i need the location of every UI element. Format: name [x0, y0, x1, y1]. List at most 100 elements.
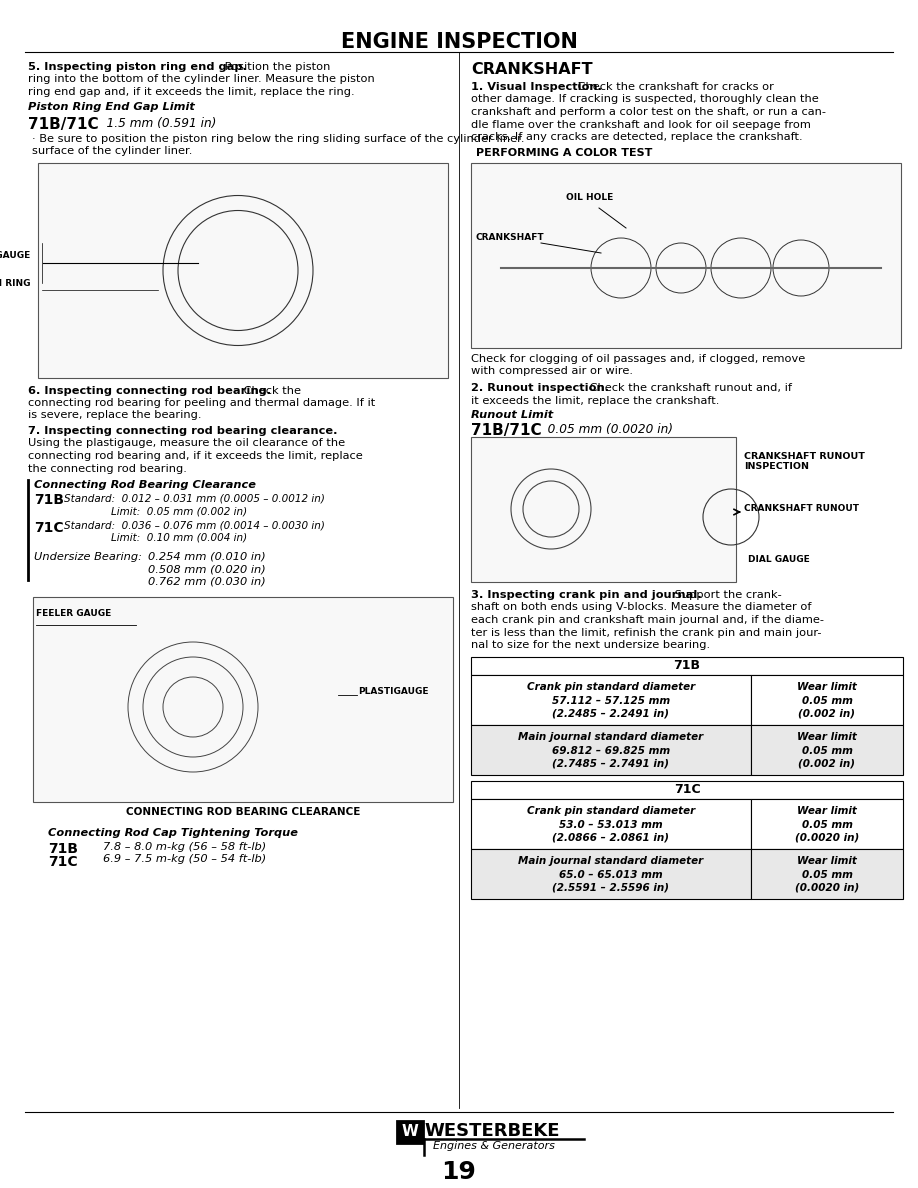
Text: nal to size for the next undersize bearing.: nal to size for the next undersize beari…: [471, 640, 711, 650]
Text: 0.254 mm (0.010 in): 0.254 mm (0.010 in): [148, 551, 265, 562]
Text: 71C: 71C: [34, 520, 63, 535]
Bar: [471, 848, 751, 898]
Text: 6. Inspecting connecting rod bearing.: 6. Inspecting connecting rod bearing.: [28, 385, 271, 396]
Text: · Be sure to position the piston ring below the ring sliding surface of the cyli: · Be sure to position the piston ring be…: [32, 133, 524, 144]
Text: Position the piston: Position the piston: [221, 62, 330, 72]
Text: ring end gap and, if it exceeds the limit, replace the ring.: ring end gap and, if it exceeds the limi…: [28, 87, 354, 97]
Text: Crank pin standard diameter: Crank pin standard diameter: [527, 807, 695, 816]
Text: 0.762 mm (0.030 in): 0.762 mm (0.030 in): [148, 576, 265, 587]
Text: surface of the cylinder liner.: surface of the cylinder liner.: [32, 146, 193, 156]
Text: CRANKSHAFT RUNOUT
INSPECTION: CRANKSHAFT RUNOUT INSPECTION: [744, 451, 865, 472]
Text: ring into the bottom of the cylinder liner. Measure the piston: ring into the bottom of the cylinder lin…: [28, 75, 375, 84]
Text: 0.05 mm: 0.05 mm: [801, 870, 853, 879]
Text: FEELER GAUGE: FEELER GAUGE: [36, 609, 111, 618]
Text: shaft on both ends using V-blocks. Measure the diameter of: shaft on both ends using V-blocks. Measu…: [471, 602, 812, 613]
Bar: [33, 598, 453, 802]
Text: Piston Ring End Gap Limit: Piston Ring End Gap Limit: [28, 102, 195, 113]
Bar: [471, 675, 751, 725]
Text: each crank pin and crankshaft main journal and, if the diame-: each crank pin and crankshaft main journ…: [471, 615, 824, 625]
Text: OIL HOLE: OIL HOLE: [566, 192, 613, 202]
Text: 0.05 mm: 0.05 mm: [801, 820, 853, 829]
Bar: [471, 781, 903, 798]
Text: CRANKSHAFT RUNOUT: CRANKSHAFT RUNOUT: [744, 504, 859, 513]
Text: PERFORMING A COLOR TEST: PERFORMING A COLOR TEST: [476, 148, 653, 158]
Text: Check the crankshaft runout and, if: Check the crankshaft runout and, if: [586, 383, 792, 393]
Bar: [751, 725, 903, 775]
Text: 71B/71C: 71B/71C: [471, 423, 542, 437]
Text: Connecting Rod Cap Tightening Torque: Connecting Rod Cap Tightening Torque: [48, 828, 298, 838]
Text: Using the plastigauge, measure the oil clearance of the: Using the plastigauge, measure the oil c…: [28, 438, 345, 449]
Text: cracks. If any cracks are detected, replace the crankshaft.: cracks. If any cracks are detected, repl…: [471, 132, 802, 143]
Text: other damage. If cracking is suspected, thoroughly clean the: other damage. If cracking is suspected, …: [471, 95, 819, 105]
Bar: [751, 798, 903, 848]
Text: dle flame over the crankshaft and look for oil seepage from: dle flame over the crankshaft and look f…: [471, 120, 811, 129]
Text: 71C: 71C: [48, 854, 78, 868]
Text: ENGINE INSPECTION: ENGINE INSPECTION: [341, 32, 577, 52]
Text: 6.9 – 7.5 m-kg (50 – 54 ft-lb): 6.9 – 7.5 m-kg (50 – 54 ft-lb): [103, 854, 266, 865]
Text: CRANKSHAFT: CRANKSHAFT: [471, 62, 593, 77]
Text: Support the crank-: Support the crank-: [671, 590, 782, 600]
Text: (0.002 in): (0.002 in): [799, 708, 856, 719]
Text: Wear limit: Wear limit: [797, 807, 856, 816]
Text: Main journal standard diameter: Main journal standard diameter: [519, 733, 703, 742]
Text: with compressed air or wire.: with compressed air or wire.: [471, 367, 633, 377]
Bar: [471, 798, 751, 848]
Text: Wear limit: Wear limit: [797, 682, 856, 693]
Text: connecting rod bearing and, if it exceeds the limit, replace: connecting rod bearing and, if it exceed…: [28, 451, 363, 461]
Text: (0.0020 in): (0.0020 in): [795, 833, 859, 842]
Bar: [751, 848, 903, 898]
Text: FEELER GAUGE: FEELER GAUGE: [0, 252, 30, 260]
Text: PLASTIGAUGE: PLASTIGAUGE: [358, 687, 429, 696]
Text: (0.002 in): (0.002 in): [799, 758, 856, 769]
Text: 65.0 – 65.013 mm: 65.0 – 65.013 mm: [559, 870, 663, 879]
Text: (0.0020 in): (0.0020 in): [795, 883, 859, 892]
Text: Standard:  0.012 – 0.031 mm (0.0005 – 0.0012 in): Standard: 0.012 – 0.031 mm (0.0005 – 0.0…: [64, 493, 325, 504]
Text: crankshaft and perform a color test on the shaft, or run a can-: crankshaft and perform a color test on t…: [471, 107, 826, 116]
Text: Limit:  0.10 mm (0.004 in): Limit: 0.10 mm (0.004 in): [111, 533, 247, 543]
Text: 71B: 71B: [674, 659, 700, 672]
Text: 19: 19: [442, 1159, 476, 1184]
Text: 0.05 mm: 0.05 mm: [801, 746, 853, 756]
Text: 5. Inspecting piston ring end gap.: 5. Inspecting piston ring end gap.: [28, 62, 247, 72]
Text: W: W: [401, 1125, 419, 1139]
Text: Check the crankshaft for cracks or: Check the crankshaft for cracks or: [574, 82, 774, 91]
Text: CRANKSHAFT: CRANKSHAFT: [476, 233, 544, 242]
Text: Standard:  0.036 – 0.076 mm (0.0014 – 0.0030 in): Standard: 0.036 – 0.076 mm (0.0014 – 0.0…: [64, 520, 325, 531]
Text: PISTON RING: PISTON RING: [0, 278, 30, 287]
Text: Main journal standard diameter: Main journal standard diameter: [519, 857, 703, 866]
Text: Undersize Bearing:: Undersize Bearing:: [34, 551, 142, 562]
Bar: [471, 437, 736, 582]
Bar: [38, 163, 448, 378]
Text: 1. Visual Inspection.: 1. Visual Inspection.: [471, 82, 602, 91]
Text: 2. Runout inspection.: 2. Runout inspection.: [471, 383, 609, 393]
Text: Connecting Rod Bearing Clearance: Connecting Rod Bearing Clearance: [34, 480, 256, 489]
Text: 69.812 – 69.825 mm: 69.812 – 69.825 mm: [552, 746, 670, 756]
Text: ter is less than the limit, refinish the crank pin and main jour-: ter is less than the limit, refinish the…: [471, 627, 822, 638]
Text: 3. Inspecting crank pin and journal.: 3. Inspecting crank pin and journal.: [471, 590, 701, 600]
Bar: [471, 725, 751, 775]
Bar: [471, 657, 903, 675]
Text: Runout Limit: Runout Limit: [471, 410, 554, 421]
Text: WESTERBEKE: WESTERBEKE: [424, 1121, 559, 1140]
Bar: [751, 675, 903, 725]
Text: Engines & Generators: Engines & Generators: [433, 1140, 554, 1151]
Text: (2.5591 – 2.5596 in): (2.5591 – 2.5596 in): [553, 883, 669, 892]
Text: Check the: Check the: [240, 385, 301, 396]
Text: 57.112 – 57.125 mm: 57.112 – 57.125 mm: [552, 695, 670, 706]
Text: 53.0 – 53.013 mm: 53.0 – 53.013 mm: [559, 820, 663, 829]
Text: Crank pin standard diameter: Crank pin standard diameter: [527, 682, 695, 693]
Text: 0.508 mm (0.020 in): 0.508 mm (0.020 in): [148, 564, 265, 574]
Text: (2.2485 – 2.2491 in): (2.2485 – 2.2491 in): [553, 708, 669, 719]
Bar: [397, 1121, 423, 1143]
Text: CONNECTING ROD BEARING CLEARANCE: CONNECTING ROD BEARING CLEARANCE: [126, 807, 360, 817]
Text: (2.7485 – 2.7491 in): (2.7485 – 2.7491 in): [553, 758, 669, 769]
Text: is severe, replace the bearing.: is severe, replace the bearing.: [28, 411, 201, 421]
Text: 71B: 71B: [48, 842, 78, 857]
Text: 1.5 mm (0.591 in): 1.5 mm (0.591 in): [91, 116, 217, 129]
Text: it exceeds the limit, replace the crankshaft.: it exceeds the limit, replace the cranks…: [471, 396, 720, 405]
Text: DIAL GAUGE: DIAL GAUGE: [748, 555, 810, 564]
Text: 71B/71C: 71B/71C: [28, 116, 98, 132]
Text: Wear limit: Wear limit: [797, 733, 856, 742]
Text: Limit:  0.05 mm (0.002 in): Limit: 0.05 mm (0.002 in): [111, 506, 247, 516]
Text: Check for clogging of oil passages and, if clogged, remove: Check for clogging of oil passages and, …: [471, 354, 805, 364]
